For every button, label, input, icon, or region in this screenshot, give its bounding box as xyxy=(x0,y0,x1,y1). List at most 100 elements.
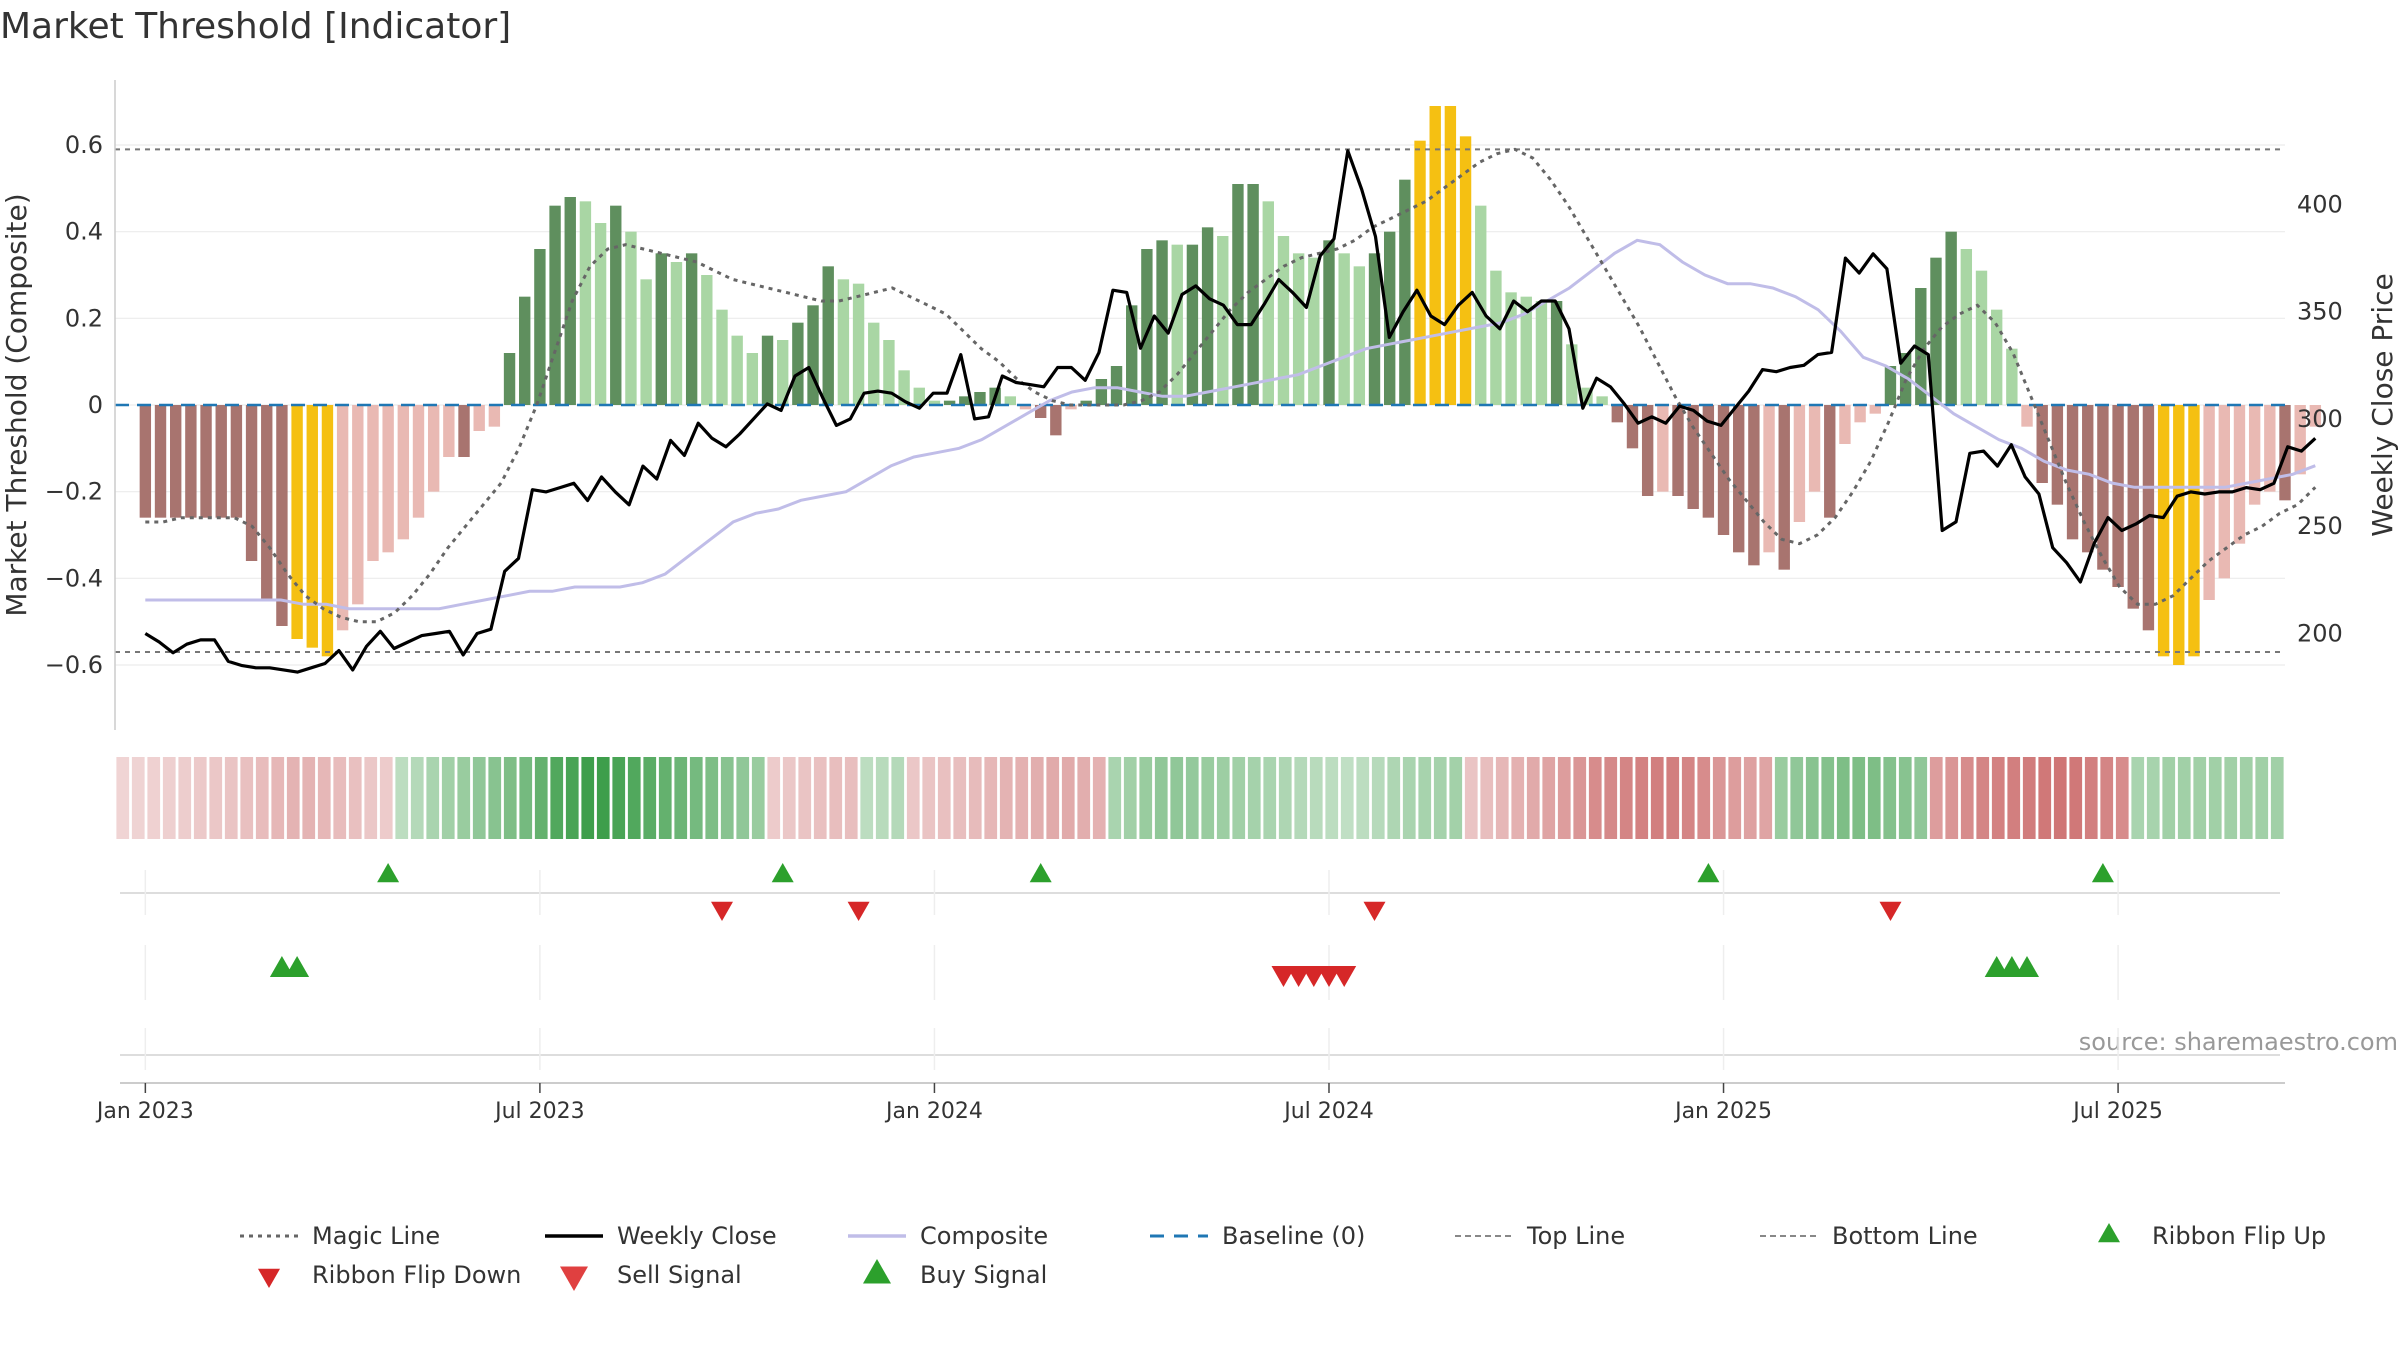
buy-signal-marker xyxy=(1029,863,1052,883)
composite-bar xyxy=(731,335,743,405)
composite-bar xyxy=(1444,106,1457,405)
composite-bar xyxy=(1004,396,1017,405)
composite-bar xyxy=(1232,184,1244,405)
y2-tick-label: 300 xyxy=(2297,405,2343,433)
ribbon-cell xyxy=(1805,757,1819,839)
composite-bar xyxy=(807,305,819,405)
ribbon-cell xyxy=(255,757,269,839)
ribbon-cell xyxy=(1108,757,1122,839)
ribbon-cell xyxy=(147,757,161,839)
composite-bar xyxy=(2082,405,2094,553)
composite-bar xyxy=(139,405,152,518)
composite-bar xyxy=(1399,179,1411,405)
ribbon-cell xyxy=(1232,757,1246,839)
composite-bar xyxy=(1839,405,1851,444)
composite-bar xyxy=(1763,405,1775,553)
legend-label: Bottom Line xyxy=(1832,1222,1978,1250)
composite-bars xyxy=(139,106,2322,665)
ribbon-cell xyxy=(829,757,843,839)
ribbon-cell xyxy=(1604,757,1618,839)
ribbon-cell xyxy=(922,757,936,839)
y-tick-label: 0.6 xyxy=(65,131,103,159)
composite-bar xyxy=(382,405,394,553)
composite-bar xyxy=(1034,405,1047,418)
composite-bar xyxy=(943,400,956,405)
legend-label: Sell Signal xyxy=(617,1261,742,1289)
composite-bar xyxy=(1186,244,1199,405)
weekly-close-line xyxy=(144,149,2317,674)
composite-bar xyxy=(1505,292,1517,405)
composite-bar xyxy=(625,231,637,405)
ribbon-cell xyxy=(2007,757,2021,839)
ribbon-cell xyxy=(813,757,827,839)
ribbon-cell xyxy=(875,757,889,839)
ribbon-cell xyxy=(2069,757,2083,839)
composite-bar xyxy=(1080,400,1092,405)
sell-signal-marker xyxy=(1363,901,1386,921)
composite-bar xyxy=(1141,249,1153,405)
composite-bar xyxy=(2006,348,2018,405)
composite-bar xyxy=(761,335,774,405)
ribbon-cell xyxy=(2115,757,2129,839)
x-tick-label: Jan 2025 xyxy=(1673,1099,1772,1124)
ribbon-cell xyxy=(1325,757,1339,839)
composite-bar xyxy=(1490,270,1502,405)
ribbon-cell xyxy=(426,757,440,839)
y2-tick-label: 400 xyxy=(2297,190,2343,218)
composite-bar xyxy=(2051,405,2064,505)
y2-tick-label: 250 xyxy=(2297,512,2343,540)
ribbon-strip xyxy=(116,757,2284,839)
composite-bar xyxy=(321,405,334,657)
composite-bar xyxy=(2188,405,2200,657)
composite-bar xyxy=(1217,236,1229,405)
ribbon-cell xyxy=(441,757,455,839)
ribbon-cell xyxy=(581,757,595,839)
ribbon-cell xyxy=(565,757,579,839)
ribbon-cell xyxy=(2255,757,2269,839)
ribbon-cell xyxy=(1216,757,1230,839)
composite-bar xyxy=(1702,405,1715,518)
ribbon-cell xyxy=(550,757,564,839)
ribbon-cell xyxy=(1790,757,1804,839)
composite-bar xyxy=(1262,201,1274,405)
ribbon-cell xyxy=(2100,757,2114,839)
ribbon-cell xyxy=(1139,757,1153,839)
composite-bar xyxy=(2233,405,2246,544)
ribbon-cell xyxy=(1976,757,1990,839)
ribbon-cell xyxy=(1774,757,1788,839)
composite-bar xyxy=(959,396,971,405)
composite-bar xyxy=(2097,405,2109,570)
ribbon-cell xyxy=(1309,757,1323,839)
ribbon-cell xyxy=(1821,757,1835,839)
ribbon-cell xyxy=(1464,757,1478,839)
ribbon-cell xyxy=(1154,757,1168,839)
ribbon-cell xyxy=(984,757,998,839)
composite-bar xyxy=(2021,405,2033,427)
composite-bar xyxy=(1915,288,1927,405)
ribbon-cell xyxy=(674,757,688,839)
composite-bar xyxy=(1960,249,1973,405)
ribbon-cell xyxy=(596,757,610,839)
ribbon-cell xyxy=(1960,757,1974,839)
ribbon-flip-down-marker xyxy=(1286,966,1311,987)
ribbon-cell xyxy=(844,757,858,839)
sell-signal-marker xyxy=(847,901,870,921)
ribbon-cell xyxy=(116,757,130,839)
composite-bar xyxy=(154,405,167,518)
ribbon-cell xyxy=(1712,757,1726,839)
ribbon-cell xyxy=(519,757,533,839)
ribbon-cell xyxy=(767,757,781,839)
composite-bar xyxy=(1019,405,1032,410)
composite-bar xyxy=(1778,405,1790,570)
ribbon-cell xyxy=(1728,757,1742,839)
source-label: source: sharemaestro.com xyxy=(2079,1028,2398,1056)
ribbon-flip-down-marker xyxy=(1271,966,1296,987)
ribbon-cell xyxy=(1681,757,1695,839)
legend-label: Buy Signal xyxy=(920,1261,1047,1289)
composite-bar xyxy=(443,405,455,457)
legend-label: Magic Line xyxy=(312,1222,440,1250)
ribbon-cell xyxy=(1185,757,1199,839)
ribbon-cell xyxy=(2022,757,2036,839)
ribbon-cell xyxy=(643,757,657,839)
composite-bar xyxy=(488,405,501,427)
